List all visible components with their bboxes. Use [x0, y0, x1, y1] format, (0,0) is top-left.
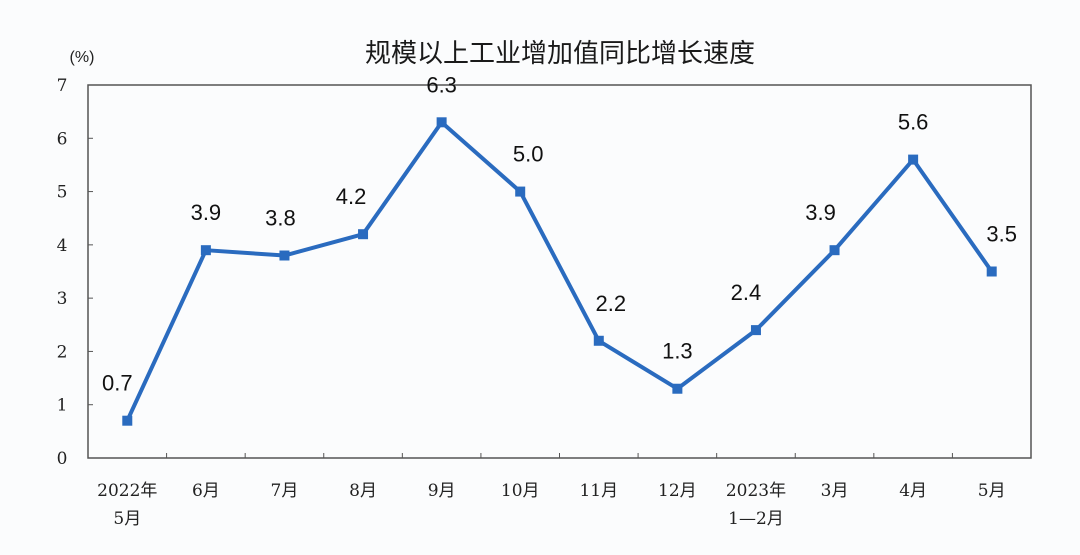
data-label: 0.7: [102, 371, 133, 396]
x-tick-label: 5月: [113, 509, 141, 529]
y-tick-label: 2: [57, 342, 68, 362]
data-label: 3.5: [986, 222, 1017, 247]
x-tick-label: 9月: [428, 481, 456, 501]
x-tick-label: 2022年: [97, 481, 157, 501]
data-label: 4.2: [336, 184, 367, 209]
data-point-marker: [908, 154, 919, 165]
y-tick-label: 7: [57, 76, 68, 96]
data-point-marker: [750, 325, 761, 336]
data-label: 1.3: [662, 339, 693, 364]
data-label: 5.0: [513, 142, 544, 167]
x-tick-label: 11月: [579, 481, 618, 501]
data-point-marker: [200, 245, 211, 256]
y-tick-label: 5: [57, 183, 68, 203]
x-tick-label: 12月: [658, 481, 697, 501]
data-point-marker: [672, 383, 683, 394]
plot-area: [87, 84, 1032, 459]
x-tick-label: 5月: [978, 481, 1006, 501]
data-label: 2.2: [595, 291, 626, 316]
data-label: 5.6: [898, 110, 929, 135]
y-tick-label: 6: [57, 129, 68, 149]
y-axis: 0 1 2 3 4 5 6 7: [57, 76, 93, 469]
chart-title: 规模以上工业增加值同比增长速度: [365, 39, 755, 69]
data-point-marker: [358, 229, 369, 240]
x-axis: 2022年 5月 6月 7月 8月 9月 10月 11月 12月 2023年 1—2月 3月 4月 5月: [97, 453, 1006, 529]
data-label: 6.3: [426, 72, 457, 97]
x-tick-label: 8月: [349, 481, 377, 501]
x-tick-label: 6月: [192, 481, 220, 501]
y-tick-label: 4: [57, 236, 68, 256]
data-point-marker: [436, 117, 447, 128]
data-markers: [122, 117, 997, 426]
x-tick-label: 7月: [271, 481, 299, 501]
x-tick-label: 10月: [501, 481, 540, 501]
y-tick-label: 3: [57, 289, 68, 309]
x-tick-label: 1—2月: [728, 509, 784, 529]
y-tick-label: 1: [57, 396, 68, 416]
data-point-marker: [829, 245, 840, 256]
data-label: 3.9: [191, 200, 222, 225]
data-point-marker: [122, 415, 133, 426]
data-point-marker: [279, 250, 290, 261]
x-tick-label: 3月: [821, 481, 849, 501]
data-line: [125, 120, 994, 422]
data-point-marker: [593, 335, 604, 346]
data-label: 3.9: [805, 200, 836, 225]
data-label: 2.4: [731, 280, 762, 305]
data-label: 3.8: [265, 206, 296, 231]
data-point-marker: [986, 266, 997, 277]
data-labels: 0.7 3.9 3.8 4.2 6.3 5.0 2.2 1.3 2.4 3.9 5.6 3.5: [102, 72, 1017, 395]
data-point-marker: [515, 186, 526, 197]
x-tick-label: 2023年: [726, 481, 786, 501]
x-tick-label: 4月: [899, 481, 927, 501]
y-axis-unit: (%): [70, 49, 95, 66]
y-tick-label: 0: [57, 449, 68, 469]
